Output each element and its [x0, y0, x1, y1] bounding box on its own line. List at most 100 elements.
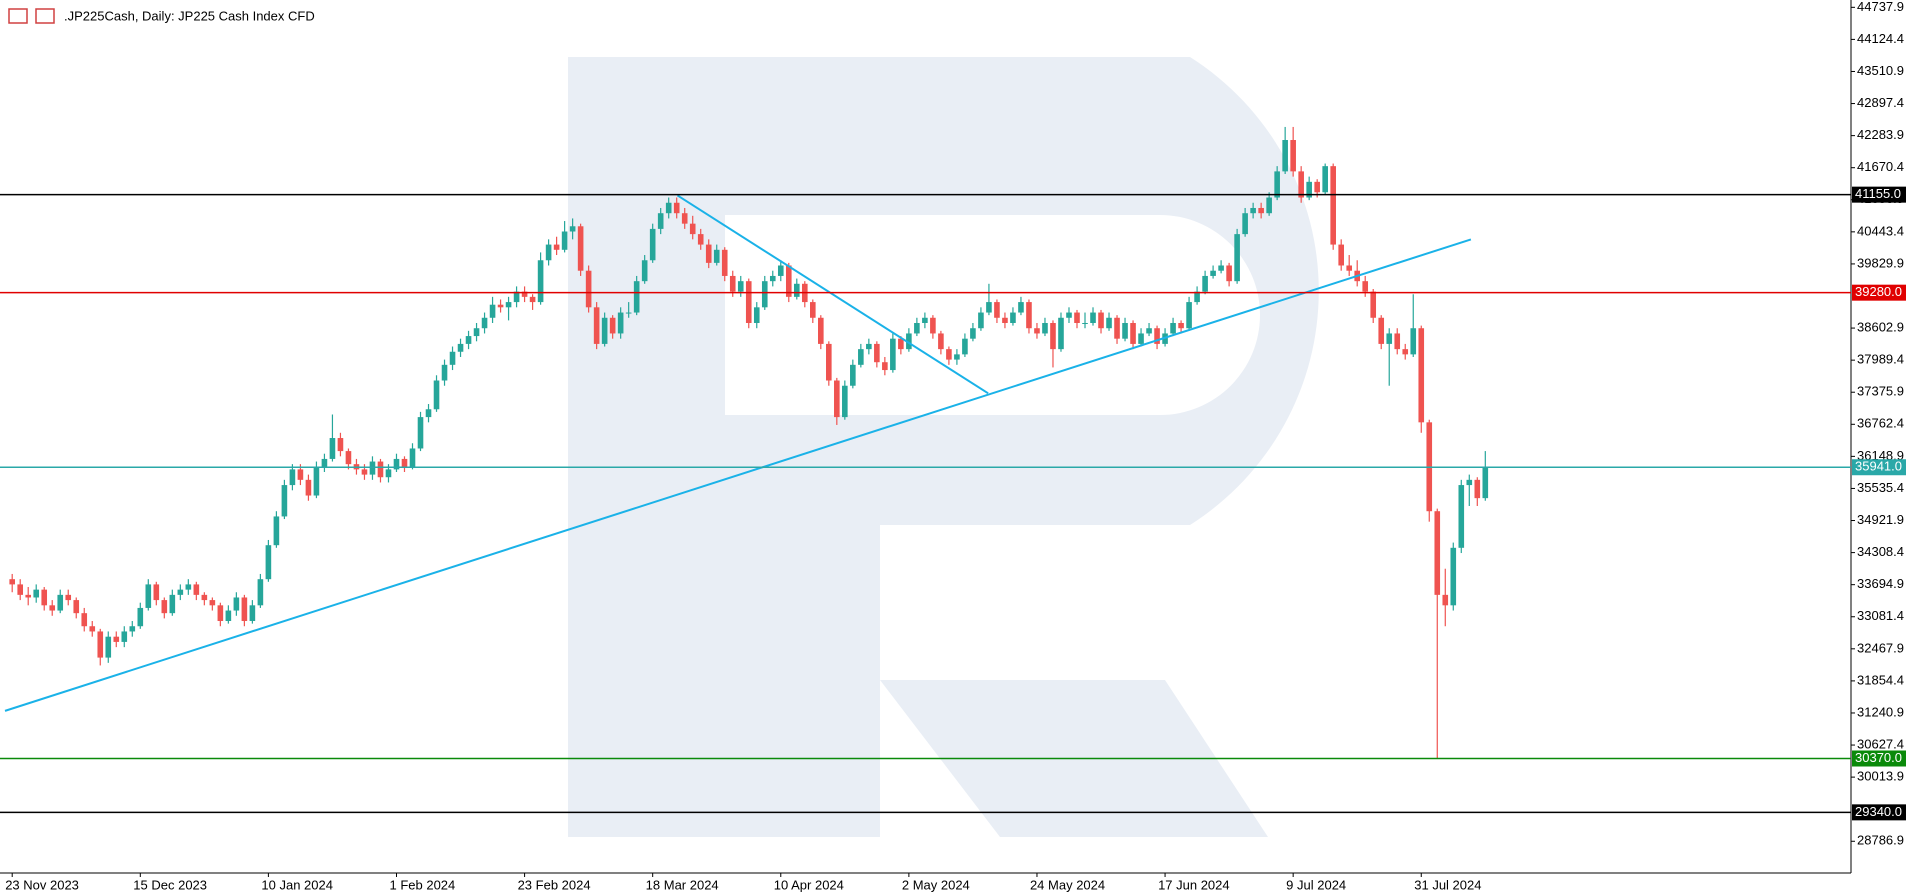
candle-body — [593, 307, 600, 344]
candle-body — [1122, 322, 1128, 339]
candle-body — [73, 600, 80, 614]
candle-body — [1258, 207, 1264, 214]
candle-body — [1034, 328, 1040, 334]
y-tick-label: 31854.4 — [1857, 672, 1904, 687]
candle-body — [705, 244, 712, 263]
candle-body — [217, 605, 224, 622]
candle-body — [337, 438, 344, 452]
candle-body — [609, 317, 616, 334]
x-tick-label: 23 Feb 2024 — [518, 877, 591, 892]
level-label: 39280.0 — [1855, 284, 1902, 299]
candle-body — [1002, 317, 1008, 323]
candle-body — [193, 584, 200, 595]
y-tick-label: 28786.9 — [1857, 833, 1904, 848]
level-label: 30370.0 — [1855, 750, 1902, 765]
candle-body — [1330, 166, 1336, 245]
candle-body — [633, 281, 640, 313]
candle-body — [673, 202, 680, 214]
candle-body — [385, 469, 392, 478]
y-tick-label: 41670.4 — [1857, 159, 1904, 174]
candle-body — [1130, 322, 1136, 344]
candle-body — [753, 307, 760, 323]
candle-body — [1250, 207, 1256, 214]
candle-body — [145, 584, 152, 608]
trend-line — [4, 238, 1472, 712]
candle-body — [297, 469, 304, 480]
candle-body — [1362, 281, 1369, 292]
level-label: 29340.0 — [1855, 804, 1902, 819]
candle-body — [785, 265, 792, 297]
candle-body — [1394, 333, 1401, 350]
candle-body — [49, 605, 56, 611]
candle-body — [826, 343, 832, 381]
x-tick-label: 2 May 2024 — [902, 877, 970, 892]
candle-body — [641, 260, 648, 282]
y-tick-label: 33694.9 — [1857, 576, 1904, 591]
candle-body — [241, 597, 248, 622]
candle-body — [1458, 485, 1465, 548]
candle-body — [361, 469, 368, 475]
candle-body — [273, 516, 280, 546]
candle-body — [890, 338, 896, 371]
candle-body — [850, 364, 856, 386]
x-tick-label: 31 Jul 2024 — [1414, 877, 1481, 892]
candle-body — [121, 631, 128, 642]
candle-body — [65, 594, 72, 601]
candle-body — [1186, 302, 1192, 329]
candle-body — [417, 417, 424, 449]
level-label: 35941.0 — [1855, 459, 1902, 474]
candle-body — [761, 281, 768, 308]
candle-body — [545, 244, 552, 261]
candle-body — [305, 479, 312, 496]
candle-body — [697, 234, 704, 245]
candle-body — [858, 349, 864, 365]
x-tick-label: 24 May 2024 — [1030, 877, 1105, 892]
watermark — [568, 57, 1319, 837]
x-tick-label: 10 Apr 2024 — [774, 877, 844, 892]
candle-body — [489, 304, 496, 318]
x-tick-label: 1 Feb 2024 — [389, 877, 455, 892]
level-label-box — [1852, 804, 1906, 821]
candle-body — [1082, 322, 1088, 324]
candle-body — [1266, 197, 1272, 214]
candle-body — [457, 343, 464, 352]
candle-body — [529, 296, 536, 303]
candle-body — [33, 589, 40, 598]
y-tick-label: 38602.9 — [1857, 320, 1904, 335]
candle-body — [313, 466, 320, 496]
watermark-r — [568, 57, 1319, 837]
candle-body — [105, 636, 112, 658]
candle-body — [465, 336, 472, 344]
candle-body — [473, 328, 480, 337]
candle-body — [954, 354, 960, 360]
candle-body — [57, 594, 64, 611]
candle-body — [505, 302, 512, 308]
y-tick-label: 32467.9 — [1857, 640, 1904, 655]
candle-body — [1282, 140, 1288, 172]
candle-body — [561, 231, 568, 250]
candle-body — [689, 223, 696, 235]
candle-body — [978, 312, 984, 329]
candle-body — [1474, 479, 1481, 499]
candle-body — [1418, 328, 1425, 423]
level-label-box — [1852, 459, 1906, 476]
y-tick-label: 42897.4 — [1857, 95, 1904, 110]
y-tick-label: 42283.9 — [1857, 127, 1904, 142]
candle-body — [97, 631, 104, 658]
candle-body — [1226, 265, 1232, 282]
x-tick-label: 18 Mar 2024 — [646, 877, 719, 892]
candle-body — [1402, 349, 1409, 355]
candle-body — [265, 545, 272, 580]
candle-body — [810, 302, 816, 318]
candle-body — [177, 589, 184, 595]
x-tick-label: 15 Dec 2023 — [133, 877, 207, 892]
candle-body — [1290, 140, 1296, 172]
x-tick-label: 10 Jan 2024 — [261, 877, 333, 892]
candle-body — [289, 469, 296, 486]
candle-body — [537, 260, 544, 303]
candle-body — [577, 226, 584, 271]
candle-body — [449, 351, 456, 365]
level-label-box — [1852, 750, 1906, 767]
candle-body — [1234, 234, 1240, 282]
candle-body — [129, 626, 136, 632]
